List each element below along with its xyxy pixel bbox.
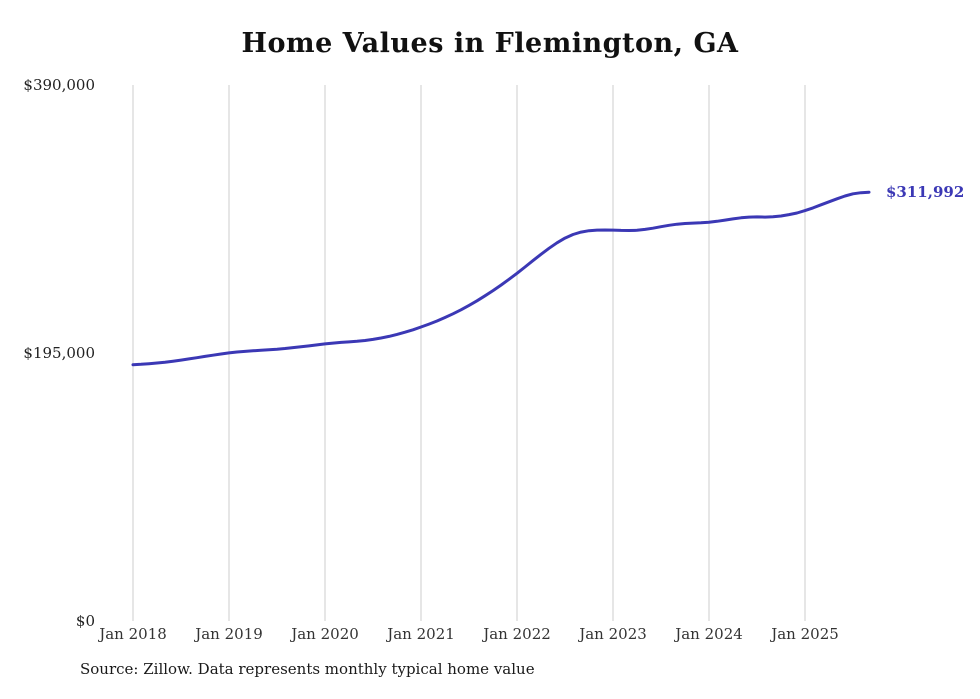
x-tick-label: Jan 2021: [385, 625, 455, 643]
y-tick-label: $0: [76, 612, 95, 630]
x-tick-label: Jan 2018: [97, 625, 167, 643]
y-tick-label: $390,000: [23, 76, 95, 94]
home-value-line: [131, 190, 871, 367]
current-value-label: $311,992: [886, 183, 964, 201]
source-note: Source: Zillow. Data represents monthly …: [80, 660, 535, 678]
x-tick-label: Jan 2019: [193, 625, 263, 643]
x-tick-label: Jan 2020: [289, 625, 359, 643]
x-tick-label: Jan 2025: [769, 625, 839, 643]
chart-title: Home Values in Flemington, GA: [241, 28, 739, 59]
x-tick-label: Jan 2023: [577, 625, 647, 643]
x-tick-label: Jan 2022: [481, 625, 551, 643]
x-tick-label: Jan 2024: [673, 625, 743, 643]
y-tick-label: $195,000: [23, 344, 95, 362]
